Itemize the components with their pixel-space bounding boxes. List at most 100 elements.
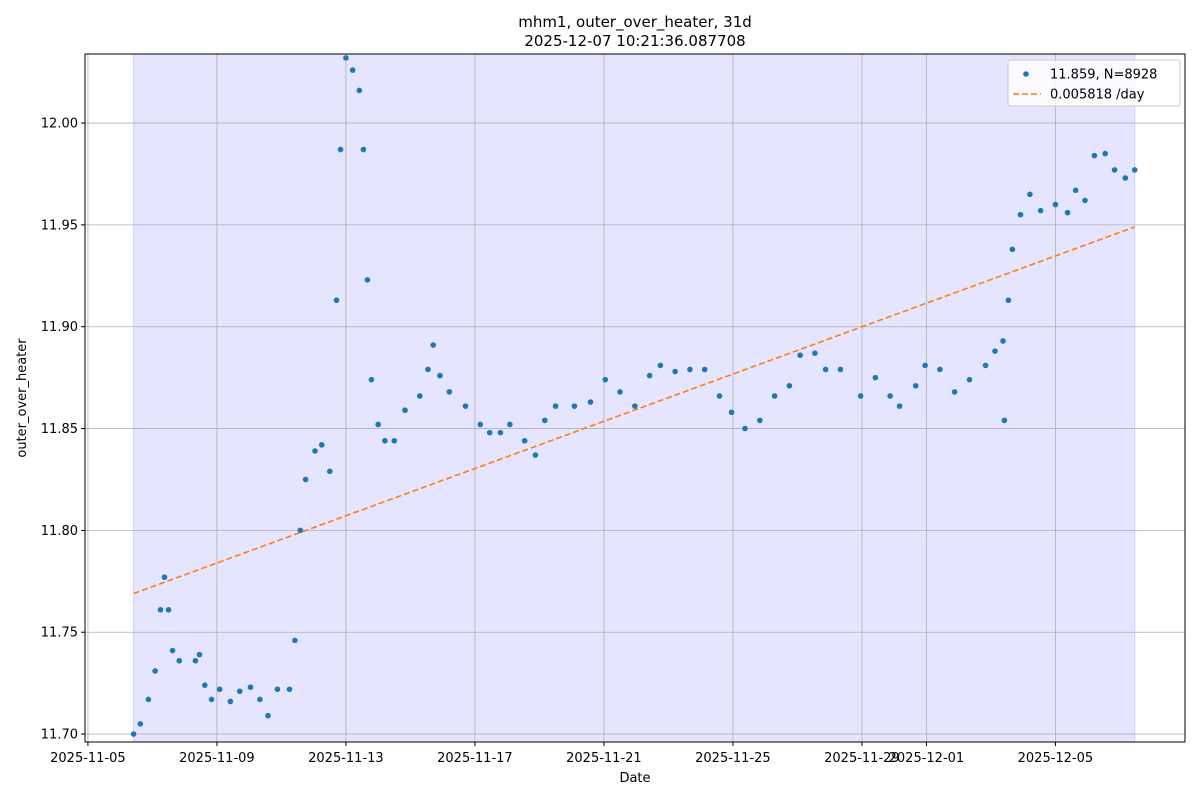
- data-point: [368, 376, 375, 383]
- data-point: [356, 87, 363, 94]
- y-tick-label: 11.70: [41, 728, 78, 743]
- data-point: [497, 429, 504, 436]
- data-point: [1091, 152, 1098, 159]
- data-point: [349, 67, 356, 73]
- data-point: [716, 393, 723, 399]
- data-point: [337, 146, 344, 153]
- data-point: [1122, 175, 1129, 181]
- data-point: [1102, 150, 1108, 157]
- data-point: [425, 366, 431, 373]
- data-point: [437, 372, 443, 379]
- plot-frame: [84, 53, 1186, 743]
- data-point: [227, 698, 234, 705]
- data-point: [257, 696, 263, 703]
- legend-box: [1007, 59, 1181, 107]
- data-point: [486, 429, 493, 436]
- x-tick-label: 2025-11-13: [308, 751, 384, 766]
- trend-line: [133, 226, 1135, 595]
- data-point: [430, 342, 437, 348]
- data-point: [1131, 167, 1138, 173]
- data-point: [1111, 167, 1118, 173]
- data-point: [152, 668, 158, 674]
- data-point: [982, 362, 989, 369]
- data-point: [951, 389, 958, 395]
- data-point: [382, 437, 388, 444]
- data-point: [202, 682, 208, 688]
- data-point: [872, 374, 879, 381]
- data-point: [657, 362, 664, 369]
- data-point: [137, 721, 144, 727]
- legend-label: 0.005818 /day: [1050, 88, 1145, 103]
- data-point: [521, 437, 528, 444]
- data-point: [247, 684, 254, 691]
- data-point: [1000, 338, 1006, 344]
- shaded-span: [133, 53, 1136, 743]
- data-point: [192, 657, 199, 664]
- data-point: [312, 448, 318, 454]
- data-point: [757, 417, 763, 424]
- data-point: [265, 712, 271, 719]
- data-point: [617, 389, 623, 395]
- data-point: [165, 607, 172, 613]
- data-point: [176, 657, 183, 664]
- data-point: [771, 393, 778, 399]
- y-tick-label: 11.90: [41, 320, 78, 335]
- data-point: [216, 686, 223, 693]
- x-tick-label: 2025-11-29: [824, 751, 900, 766]
- data-point: [896, 403, 903, 409]
- data-point: [302, 476, 309, 483]
- data-point: [1037, 207, 1044, 214]
- data-point: [326, 468, 333, 475]
- x-tick-label: 2025-12-01: [889, 751, 965, 766]
- x-tick-label: 2025-11-25: [695, 751, 771, 766]
- data-point: [587, 399, 594, 405]
- x-tick-label: 2025-12-05: [1018, 751, 1094, 766]
- data-point: [130, 731, 137, 737]
- data-point: [391, 437, 398, 444]
- data-point: [1005, 297, 1012, 304]
- y-axis-label: outer_over_heater: [15, 338, 30, 458]
- data-point: [286, 686, 293, 693]
- x-tick-label: 2025-11-17: [437, 751, 513, 766]
- data-point: [157, 607, 164, 613]
- data-point: [571, 403, 578, 409]
- data-point: [1017, 211, 1024, 218]
- data-point: [837, 366, 844, 373]
- data-point: [742, 425, 748, 432]
- data-point: [477, 421, 484, 428]
- data-point: [1001, 417, 1008, 424]
- data-point: [602, 376, 609, 383]
- x-axis-label: Date: [619, 771, 650, 786]
- data-point: [672, 368, 678, 375]
- data-point: [274, 686, 281, 693]
- data-point: [161, 574, 168, 581]
- data-point: [1064, 209, 1071, 216]
- data-point: [417, 393, 423, 399]
- data-point: [1072, 187, 1079, 194]
- data-point: [375, 421, 381, 428]
- legend-label: 11.859, N=8928: [1050, 68, 1157, 83]
- data-point: [1027, 191, 1033, 198]
- chart-subtitle: 2025-12-07 10:21:36.087708: [524, 32, 745, 50]
- x-tick-label: 2025-11-05: [50, 751, 126, 766]
- y-tick-label: 11.95: [41, 218, 78, 233]
- data-point: [632, 403, 638, 409]
- data-point: [887, 393, 893, 399]
- data-point: [922, 362, 928, 369]
- data-point: [145, 696, 152, 703]
- y-tick-label: 12.00: [41, 117, 78, 132]
- data-point: [507, 421, 513, 428]
- data-point: [446, 389, 453, 395]
- x-tick-label: 2025-11-21: [566, 751, 642, 766]
- data-point: [822, 366, 829, 373]
- data-point: [541, 417, 548, 424]
- data-point: [364, 277, 371, 283]
- data-point: [208, 696, 215, 703]
- data-point: [1009, 246, 1016, 253]
- data-point: [462, 403, 469, 409]
- data-point: [992, 348, 998, 354]
- y-tick-label: 11.85: [41, 422, 78, 437]
- legend-marker: [1023, 71, 1029, 77]
- data-point: [912, 382, 919, 389]
